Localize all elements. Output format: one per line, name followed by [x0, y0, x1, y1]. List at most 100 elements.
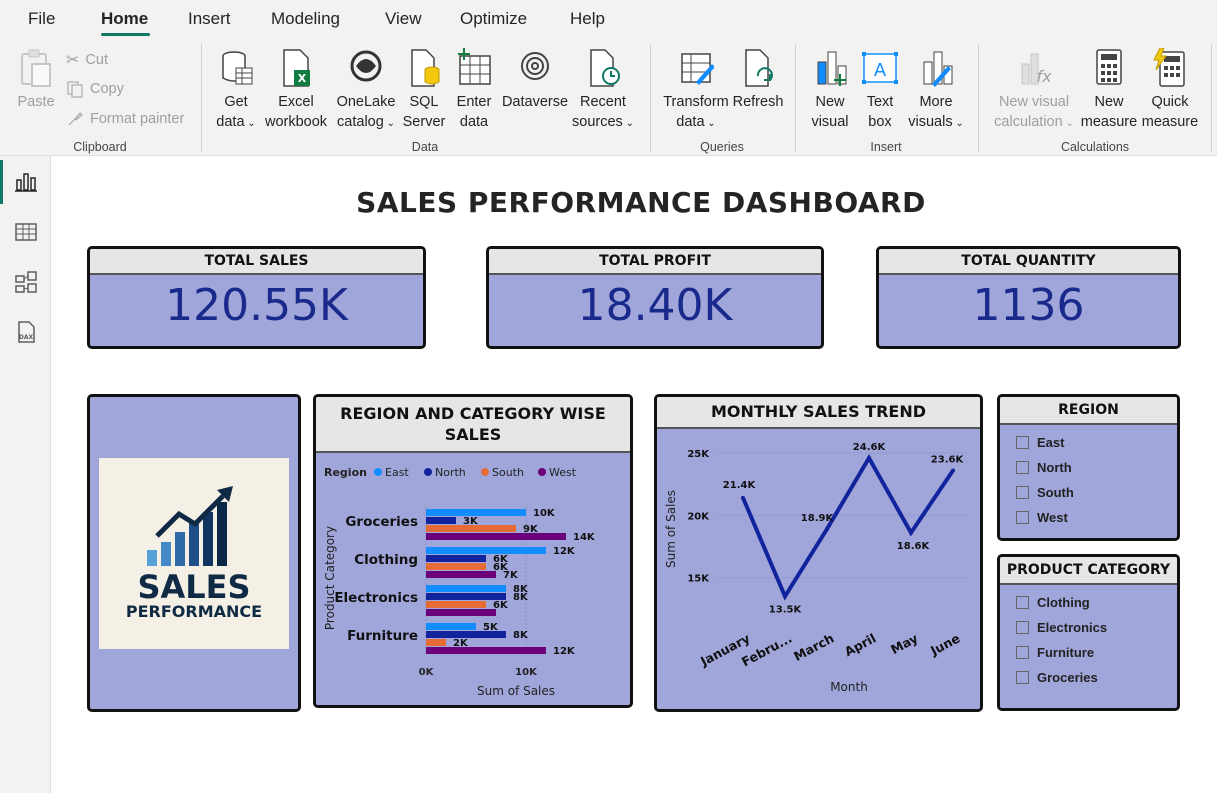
quick-measure-button[interactable]: Quick measure	[1138, 48, 1202, 132]
cut-button[interactable]: ✂ Cut	[66, 50, 108, 70]
checkbox[interactable]	[1016, 511, 1029, 524]
slicer-item-label: Groceries	[1037, 670, 1098, 685]
checkbox[interactable]	[1016, 486, 1029, 499]
refresh-button[interactable]: Refresh	[732, 48, 784, 112]
category-label: Groceries	[345, 514, 418, 530]
product-category-slicer[interactable]: PRODUCT CATEGORY Clothing Electronics Fu…	[997, 554, 1180, 711]
data-label: 5K	[483, 622, 499, 633]
slicer-item-west[interactable]: West	[1016, 510, 1068, 525]
recent-sources-button[interactable]: Recent sources ⌄	[570, 48, 636, 134]
paste-icon	[21, 49, 51, 87]
kpi-card-total-sales[interactable]: TOTAL SALES 120.55K	[87, 246, 426, 349]
menu-optimize[interactable]: Optimize	[460, 9, 528, 28]
line-chart[interactable]: 25K 20K 15K 21.4K 13.5K 18.9K 24.6K 18.6K 23.6K J…	[657, 429, 980, 709]
slicer-item-clothing[interactable]: Clothing	[1016, 595, 1090, 610]
dataverse-label: Dataverse	[501, 94, 569, 110]
checkbox[interactable]	[1016, 671, 1029, 684]
excel-workbook-button[interactable]: X Excel workbook	[262, 48, 330, 132]
bar	[426, 623, 476, 630]
x-axis-label: Month	[830, 680, 868, 694]
slicer-item-furniture[interactable]: Furniture	[1016, 645, 1094, 660]
slicer-item-north[interactable]: North	[1016, 460, 1072, 475]
monthly-trend-chart-card[interactable]: MONTHLY SALES TREND 25K 20K 15K 21.4K 13.5K 1…	[654, 394, 983, 712]
checkbox[interactable]	[1016, 621, 1029, 634]
y-tick-label: 15K	[687, 574, 710, 585]
recent-sources-icon	[590, 49, 620, 87]
new-visual-button[interactable]: New visual	[806, 48, 854, 132]
slicer-item-electronics[interactable]: Electronics	[1016, 620, 1107, 635]
series-line	[741, 453, 955, 601]
data-label: 2K	[453, 638, 469, 649]
kpi-value: 18.40K	[577, 280, 733, 331]
checkbox[interactable]	[1016, 646, 1029, 659]
copy-button[interactable]: Copy	[66, 80, 124, 98]
data-label: 8K	[513, 592, 529, 603]
text-box-label-2: box	[868, 114, 892, 130]
slicer-item-label: Furniture	[1037, 645, 1095, 660]
data-label: 6K	[493, 554, 509, 565]
bar-chart-title-text: REGION AND CATEGORY WISE SALES	[340, 404, 606, 444]
table-plus-icon	[458, 48, 491, 85]
kpi-value: 1136	[972, 280, 1085, 331]
bar	[426, 571, 496, 578]
get-data-button[interactable]: Get data ⌄	[210, 48, 262, 134]
menu-insert[interactable]: Insert	[188, 9, 231, 28]
svg-text:A: A	[874, 60, 887, 81]
text-box-label-1: Text	[866, 94, 894, 110]
ribbon-separator	[201, 44, 202, 152]
data-point	[867, 455, 871, 460]
menu-view[interactable]: View	[385, 9, 422, 28]
new-measure-label-2: measure	[1080, 114, 1138, 130]
onelake-catalog-button[interactable]: OneLake catalog ⌄	[334, 48, 398, 134]
region-slicer[interactable]: REGION East North South West	[997, 394, 1180, 541]
kpi-card-total-quantity[interactable]: TOTAL QUANTITY 1136	[876, 246, 1181, 349]
sql-server-button[interactable]: SQL Server	[402, 48, 446, 132]
menu-help[interactable]: Help	[570, 9, 605, 28]
menu-file[interactable]: File	[28, 9, 56, 28]
refresh-icon	[745, 49, 773, 87]
legend-marker	[374, 468, 382, 476]
copy-icon	[67, 81, 83, 98]
table-view-icon[interactable]	[14, 220, 38, 244]
category-label: Furniture	[347, 628, 418, 644]
bar	[426, 555, 486, 562]
slicer-item-south[interactable]: South	[1016, 485, 1074, 500]
enter-data-button[interactable]: Enter data	[452, 48, 496, 132]
bar-chart[interactable]: Region East North South West Groceries 10K 3K 9K…	[316, 453, 630, 707]
legend-item: East	[385, 466, 409, 479]
menu-home[interactable]: Home	[101, 9, 149, 28]
more-visuals-icon	[923, 51, 953, 87]
menu-modeling[interactable]: Modeling	[271, 9, 340, 28]
checkbox[interactable]	[1016, 461, 1029, 474]
onelake-label-2: catalog	[337, 114, 384, 130]
text-box-button[interactable]: A Text box	[858, 48, 902, 132]
new-visual-label-1: New	[815, 94, 845, 110]
bar	[426, 533, 566, 540]
dax-query-view-icon[interactable]: DAX	[14, 320, 38, 344]
slicer-item-east[interactable]: East	[1016, 435, 1064, 450]
more-visuals-button[interactable]: More visuals ⌄	[904, 48, 968, 134]
transform-data-button[interactable]: Transform data ⌄	[660, 48, 732, 134]
onelake-icon	[350, 50, 382, 82]
growth-chart-icon	[147, 486, 233, 566]
model-view-icon[interactable]	[14, 270, 38, 294]
kpi-card-total-profit[interactable]: TOTAL PROFIT 18.40K	[486, 246, 824, 349]
refresh-label: Refresh	[732, 94, 784, 110]
dataverse-button[interactable]: Dataverse	[500, 48, 570, 112]
dashboard-title: SALES PERFORMANCE DASHBOARD	[356, 186, 926, 219]
region-category-chart-card[interactable]: REGION AND CATEGORY WISE SALES Region Eas…	[313, 394, 633, 708]
report-view-icon[interactable]	[14, 170, 38, 194]
legend-marker	[538, 468, 546, 476]
new-visual-calculation-button[interactable]: fx New visual calculation ⌄	[988, 48, 1080, 134]
format-painter-button[interactable]: Format painter	[66, 110, 184, 128]
bar	[426, 509, 526, 516]
new-measure-button[interactable]: New measure	[1080, 48, 1138, 132]
slicer-item-label: Clothing	[1037, 595, 1090, 610]
checkbox[interactable]	[1016, 596, 1029, 609]
logo-card: SALES PERFORMANCE	[87, 394, 301, 712]
checkbox[interactable]	[1016, 436, 1029, 449]
slicer-item-groceries[interactable]: Groceries	[1016, 670, 1098, 685]
paste-button[interactable]: Paste	[14, 48, 58, 112]
x-tick-label: June	[927, 630, 962, 658]
bar	[426, 525, 516, 532]
